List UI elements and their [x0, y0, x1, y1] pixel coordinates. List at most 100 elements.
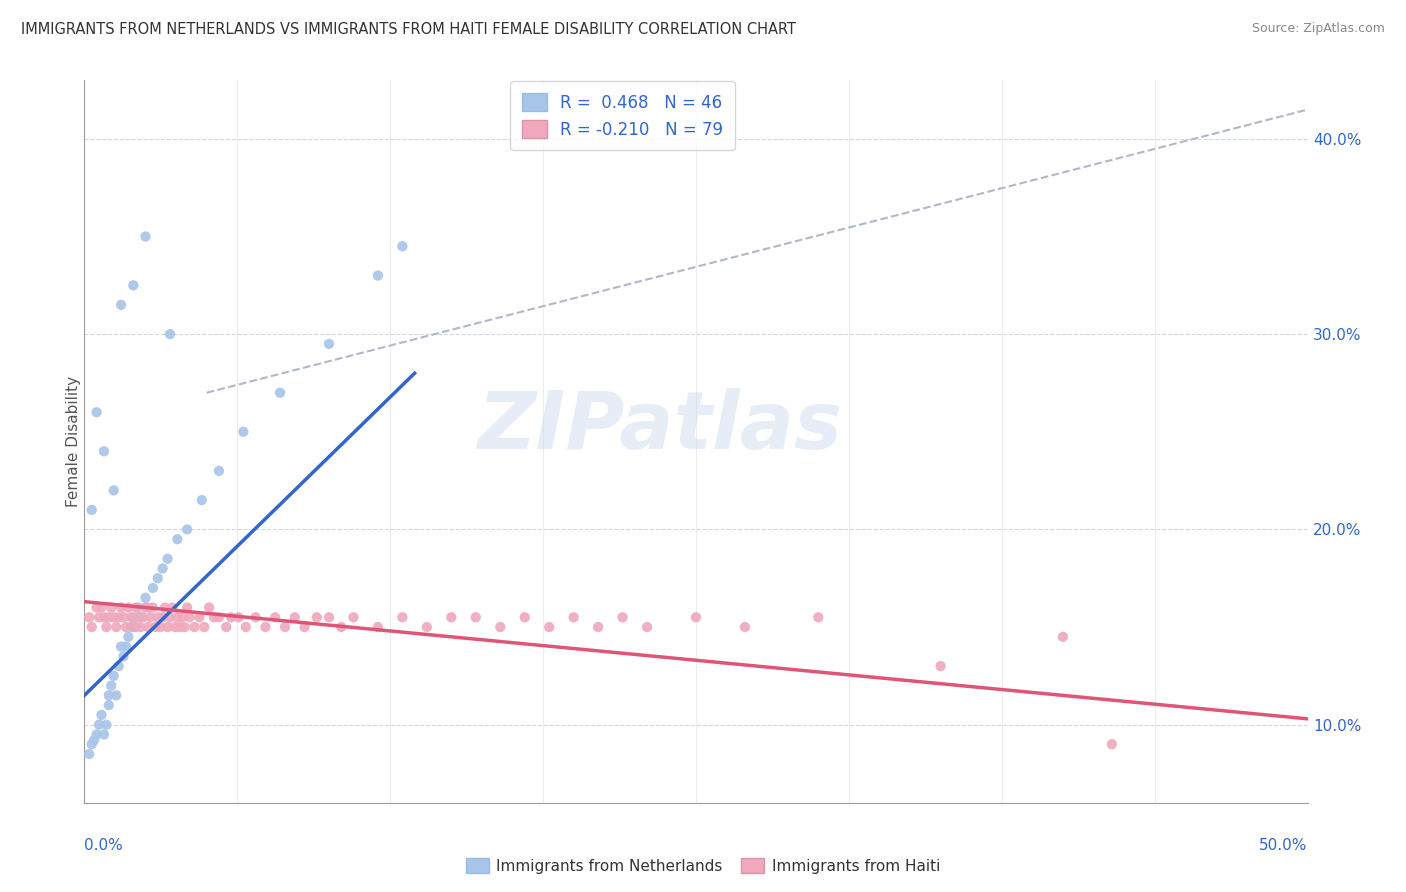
Point	[87, 717, 110, 731]
Point	[202, 610, 225, 624]
Point	[86, 727, 108, 741]
Point	[330, 620, 353, 634]
Point	[274, 620, 297, 634]
Point	[538, 620, 561, 634]
Point	[96, 717, 118, 731]
Point	[129, 620, 152, 634]
Point	[489, 620, 512, 634]
Point	[156, 620, 179, 634]
Point	[105, 689, 128, 703]
Point	[156, 551, 179, 566]
Point	[734, 620, 756, 634]
Point	[105, 620, 128, 634]
Point	[107, 610, 129, 624]
Point	[188, 610, 211, 624]
Point	[86, 405, 108, 419]
Point	[929, 659, 952, 673]
Point	[129, 610, 152, 624]
Point	[97, 698, 120, 713]
Point	[135, 600, 157, 615]
Point	[391, 239, 413, 253]
Point	[169, 620, 191, 634]
Point	[110, 640, 132, 654]
Point	[305, 610, 328, 624]
Point	[562, 610, 585, 624]
Point	[135, 591, 157, 605]
Text: Source: ZipAtlas.com: Source: ZipAtlas.com	[1251, 22, 1385, 36]
Point	[159, 610, 181, 624]
Point	[80, 737, 103, 751]
Point	[77, 610, 100, 624]
Point	[176, 600, 198, 615]
Point	[97, 610, 120, 624]
Point	[162, 600, 184, 615]
Point	[219, 610, 242, 624]
Point	[115, 640, 138, 654]
Point	[636, 620, 658, 634]
Point	[153, 600, 176, 615]
Point	[122, 610, 145, 624]
Point	[117, 600, 139, 615]
Point	[83, 733, 105, 747]
Point	[80, 620, 103, 634]
Point	[149, 620, 172, 634]
Point	[136, 620, 159, 634]
Point	[235, 620, 257, 634]
Point	[96, 620, 118, 634]
Point	[215, 620, 238, 634]
Point	[93, 727, 115, 741]
Point	[120, 610, 142, 624]
Point	[318, 610, 340, 624]
Point	[173, 620, 195, 634]
Point	[110, 600, 132, 615]
Point	[142, 600, 165, 615]
Text: IMMIGRANTS FROM NETHERLANDS VS IMMIGRANTS FROM HAITI FEMALE DISABILITY CORRELATI: IMMIGRANTS FROM NETHERLANDS VS IMMIGRANT…	[21, 22, 796, 37]
Point	[135, 229, 157, 244]
Point	[146, 610, 169, 624]
Point	[367, 268, 389, 283]
Point	[198, 600, 221, 615]
Point	[117, 630, 139, 644]
Point	[172, 610, 194, 624]
Point	[125, 620, 148, 634]
Point	[97, 689, 120, 703]
Point	[367, 620, 389, 634]
Point	[122, 620, 145, 634]
Point	[163, 620, 186, 634]
Point	[152, 561, 174, 575]
Point	[208, 464, 231, 478]
Point	[127, 600, 149, 615]
Point	[264, 610, 287, 624]
Point	[120, 620, 142, 634]
Point	[132, 610, 155, 624]
Legend: R =  0.468   N = 46, R = -0.210   N = 79: R = 0.468 N = 46, R = -0.210 N = 79	[510, 81, 735, 151]
Point	[391, 610, 413, 624]
Y-axis label: Female Disability: Female Disability	[66, 376, 80, 508]
Text: 0.0%: 0.0%	[84, 838, 124, 853]
Point	[685, 610, 707, 624]
Point	[228, 610, 250, 624]
Point	[612, 610, 634, 624]
Point	[183, 620, 205, 634]
Point	[87, 610, 110, 624]
Point	[152, 610, 174, 624]
Point	[100, 600, 122, 615]
Point	[193, 620, 215, 634]
Point	[1101, 737, 1123, 751]
Point	[115, 620, 138, 634]
Point	[93, 444, 115, 458]
Point	[318, 337, 340, 351]
Legend: Immigrants from Netherlands, Immigrants from Haiti: Immigrants from Netherlands, Immigrants …	[460, 852, 946, 880]
Point	[254, 620, 277, 634]
Point	[807, 610, 830, 624]
Text: 50.0%: 50.0%	[1260, 838, 1308, 853]
Point	[294, 620, 316, 634]
Point	[166, 532, 188, 546]
Point	[342, 610, 364, 624]
Point	[166, 610, 188, 624]
Point	[112, 649, 135, 664]
Point	[100, 679, 122, 693]
Point	[107, 659, 129, 673]
Text: ZIPatlas: ZIPatlas	[477, 388, 842, 467]
Point	[103, 669, 125, 683]
